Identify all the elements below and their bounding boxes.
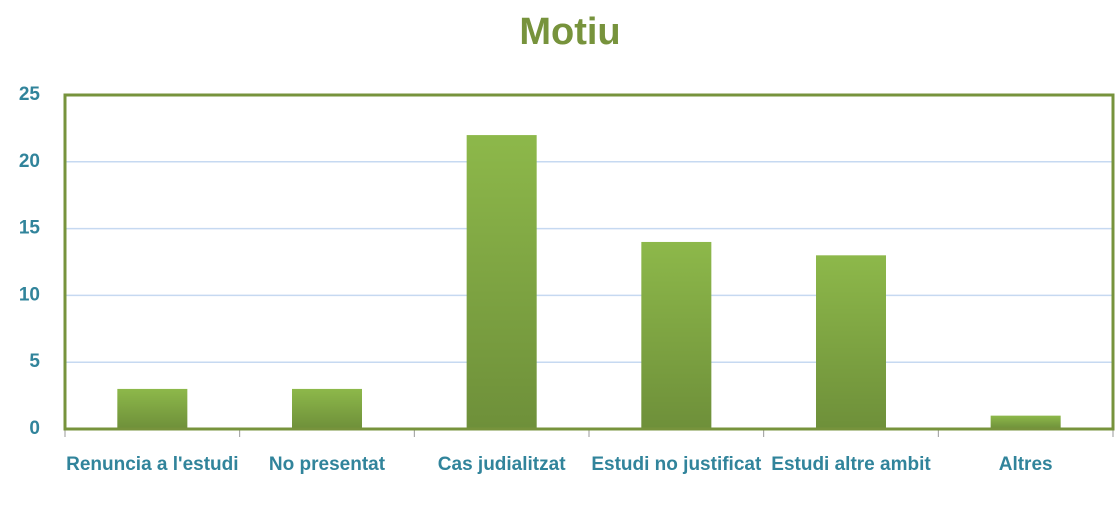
x-tick-label: Estudi altre ambit (771, 454, 931, 475)
bar-shade (292, 388, 362, 429)
y-tick-label: 0 (29, 418, 40, 439)
bar-shade (990, 415, 1061, 429)
bar-shade (816, 255, 886, 429)
bar-shade (466, 135, 537, 429)
y-tick-label: 15 (19, 218, 41, 239)
bar-shade (641, 241, 712, 429)
x-tick-label: Cas judialitzat (437, 454, 566, 475)
y-tick-label: 5 (29, 351, 40, 372)
y-tick-label: 10 (19, 284, 40, 305)
x-tick-label: Renuncia a l'estudi (66, 454, 239, 475)
y-tick-label: 20 (19, 151, 40, 172)
plot-border (63, 93, 1115, 431)
x-tick-label: No presentat (268, 454, 386, 475)
chart-title: Motiu (519, 11, 620, 53)
y-tick-label: 25 (19, 84, 41, 105)
x-tick-label: Estudi no justificat (591, 454, 762, 475)
x-tick-label: Altres (998, 454, 1053, 475)
bar-shade (117, 388, 188, 429)
